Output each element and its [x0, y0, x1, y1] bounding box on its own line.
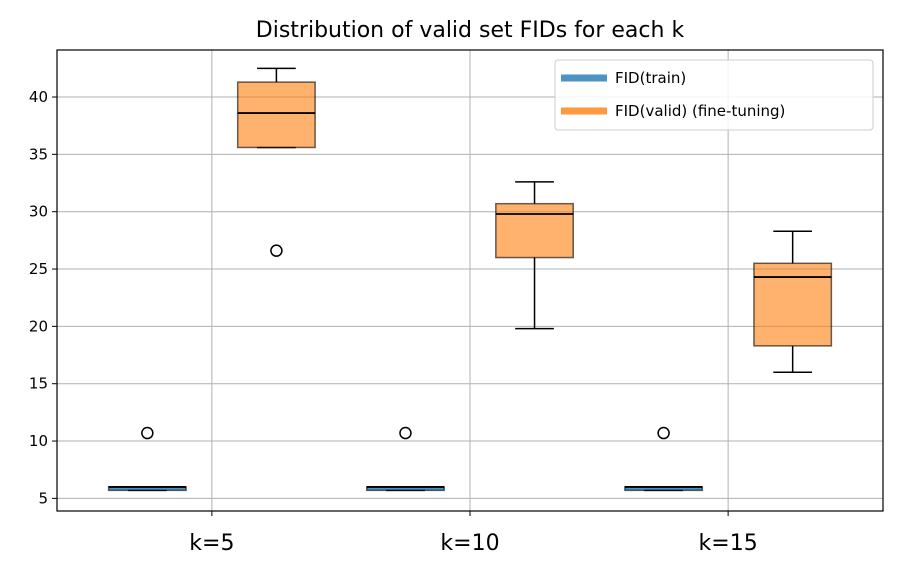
y-tick-label: 15: [29, 375, 48, 393]
y-tick-label: 35: [29, 145, 48, 163]
x-tick-label: k=5: [189, 531, 234, 556]
x-axis: k=5 k=10 k=15: [189, 511, 758, 556]
x-tick-label: k=15: [699, 531, 758, 556]
x-tick-label: k=10: [440, 531, 499, 556]
iqr-box: [495, 202, 574, 259]
y-tick-label: 40: [29, 88, 48, 106]
box-valid-k=15: [753, 230, 833, 373]
box-series: [107, 67, 833, 492]
outlier-point: [270, 244, 283, 257]
outlier-point: [141, 426, 154, 440]
y-axis: 5 10 15 20 25 30 35 40: [29, 88, 57, 507]
box-valid-k=10: [495, 181, 574, 330]
y-tick-label: 20: [29, 317, 48, 335]
outlier-point: [399, 426, 412, 440]
box-train-k=10: [366, 426, 445, 492]
y-tick-label: 30: [29, 203, 48, 221]
box-train-k=5: [107, 426, 187, 492]
y-tick-label: 25: [29, 260, 48, 278]
chart-title: Distribution of valid set FIDs for each …: [256, 18, 685, 43]
box-train-k=15: [624, 426, 704, 492]
y-tick-label: 10: [29, 432, 48, 450]
iqr-box: [753, 262, 833, 347]
legend-frame: [554, 59, 874, 131]
box-valid-k=5: [236, 67, 316, 257]
y-tick-label: 5: [38, 489, 48, 507]
legend-label: FID(train): [615, 69, 686, 87]
legend-label: FID(valid) (fine-tuning): [615, 102, 785, 120]
iqr-box: [236, 81, 316, 149]
outlier-point: [657, 426, 670, 440]
legend: FID(train) FID(valid) (fine-tuning): [554, 59, 874, 131]
